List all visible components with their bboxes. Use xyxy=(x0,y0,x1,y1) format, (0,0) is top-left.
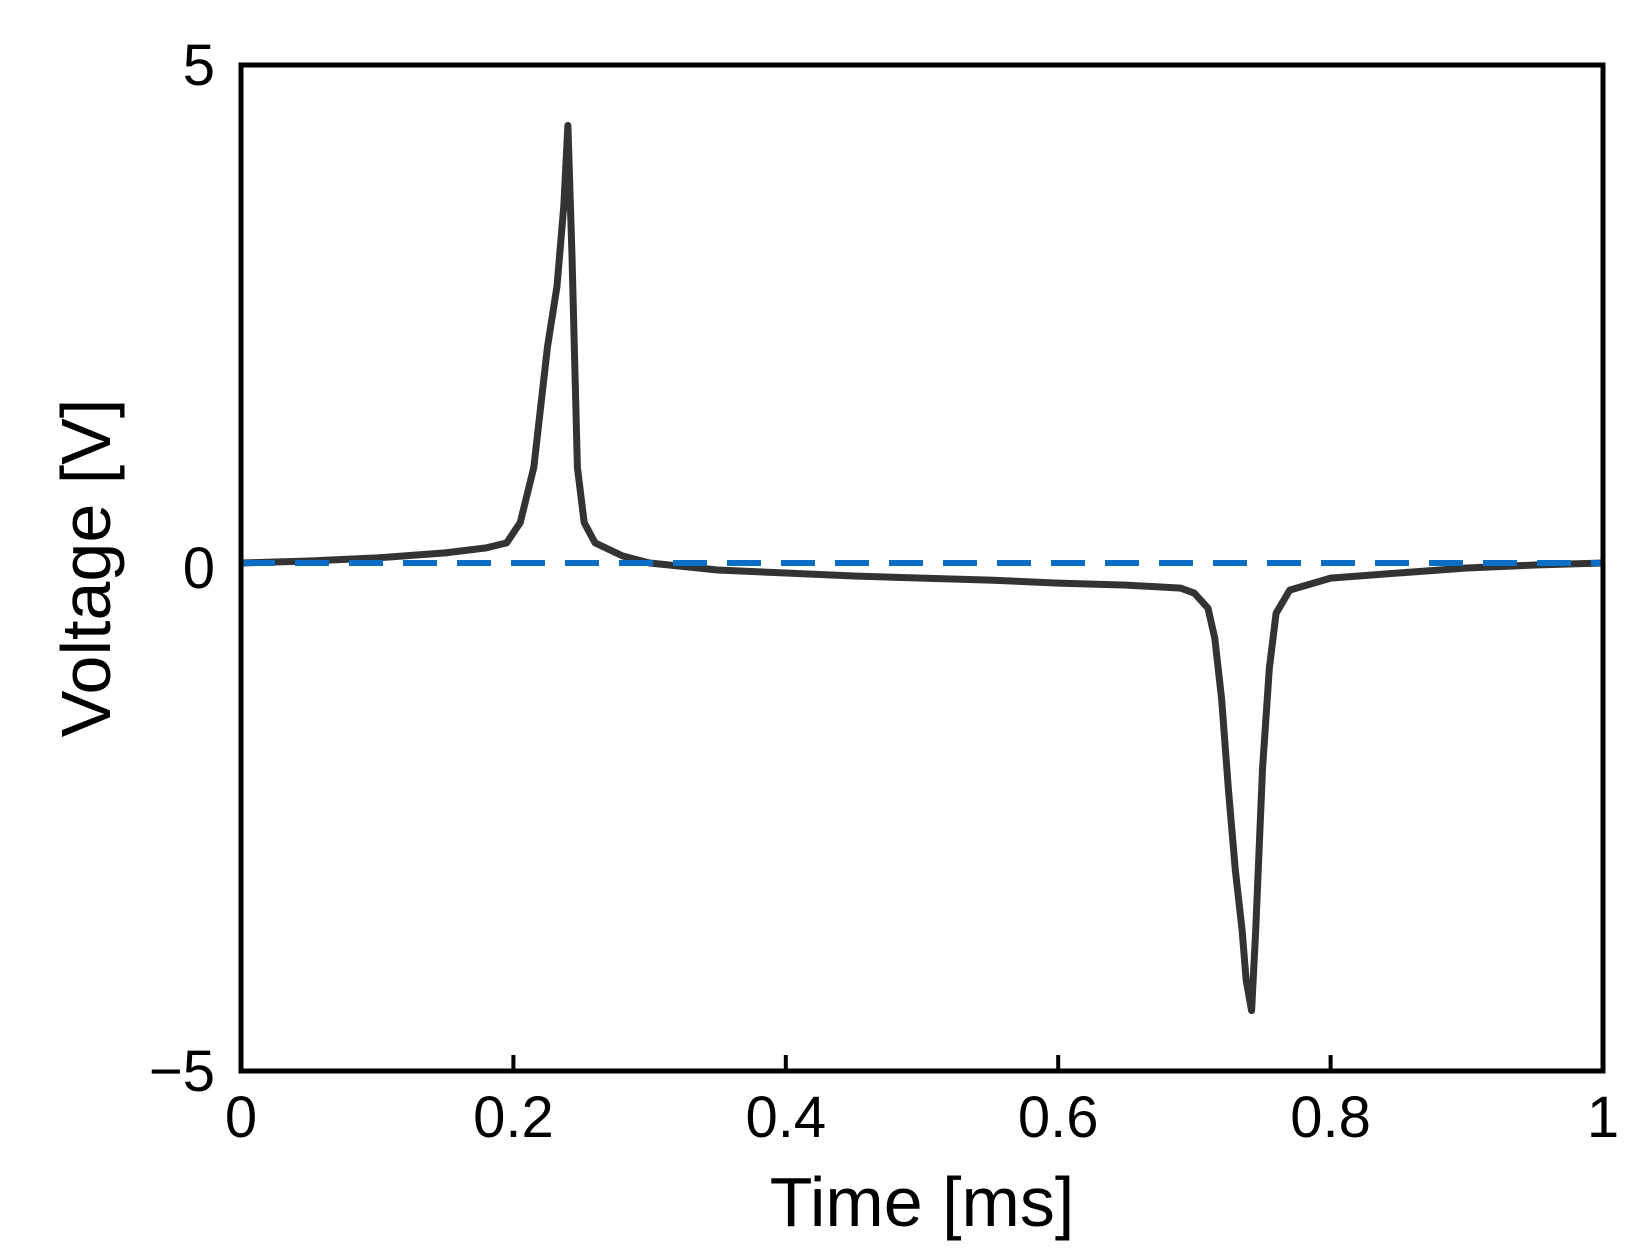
plot-layer xyxy=(240,121,1604,1015)
y-tick-label: 0 xyxy=(183,536,215,601)
plot-frame xyxy=(238,62,1606,1074)
x-tick-label: 0.4 xyxy=(745,1085,826,1150)
y-tick-label: 5 xyxy=(183,33,215,98)
y-axis-label: Voltage [V] xyxy=(47,399,125,738)
x-tick-label: 0 xyxy=(225,1085,257,1150)
x-tick-label: 0.6 xyxy=(1018,1085,1099,1150)
x-tick-label: 1 xyxy=(1587,1085,1619,1150)
y-tick-label: −5 xyxy=(149,1039,215,1104)
x-tick-label: 0.8 xyxy=(1290,1085,1371,1150)
x-axis-label: Time [ms] xyxy=(770,1163,1075,1241)
voltage-series-line xyxy=(240,121,1604,1015)
x-tick-label: 0.2 xyxy=(473,1085,554,1150)
tick-layer: 0 0.2 0.4 0.6 0.8 1−505 xyxy=(149,33,1619,1150)
